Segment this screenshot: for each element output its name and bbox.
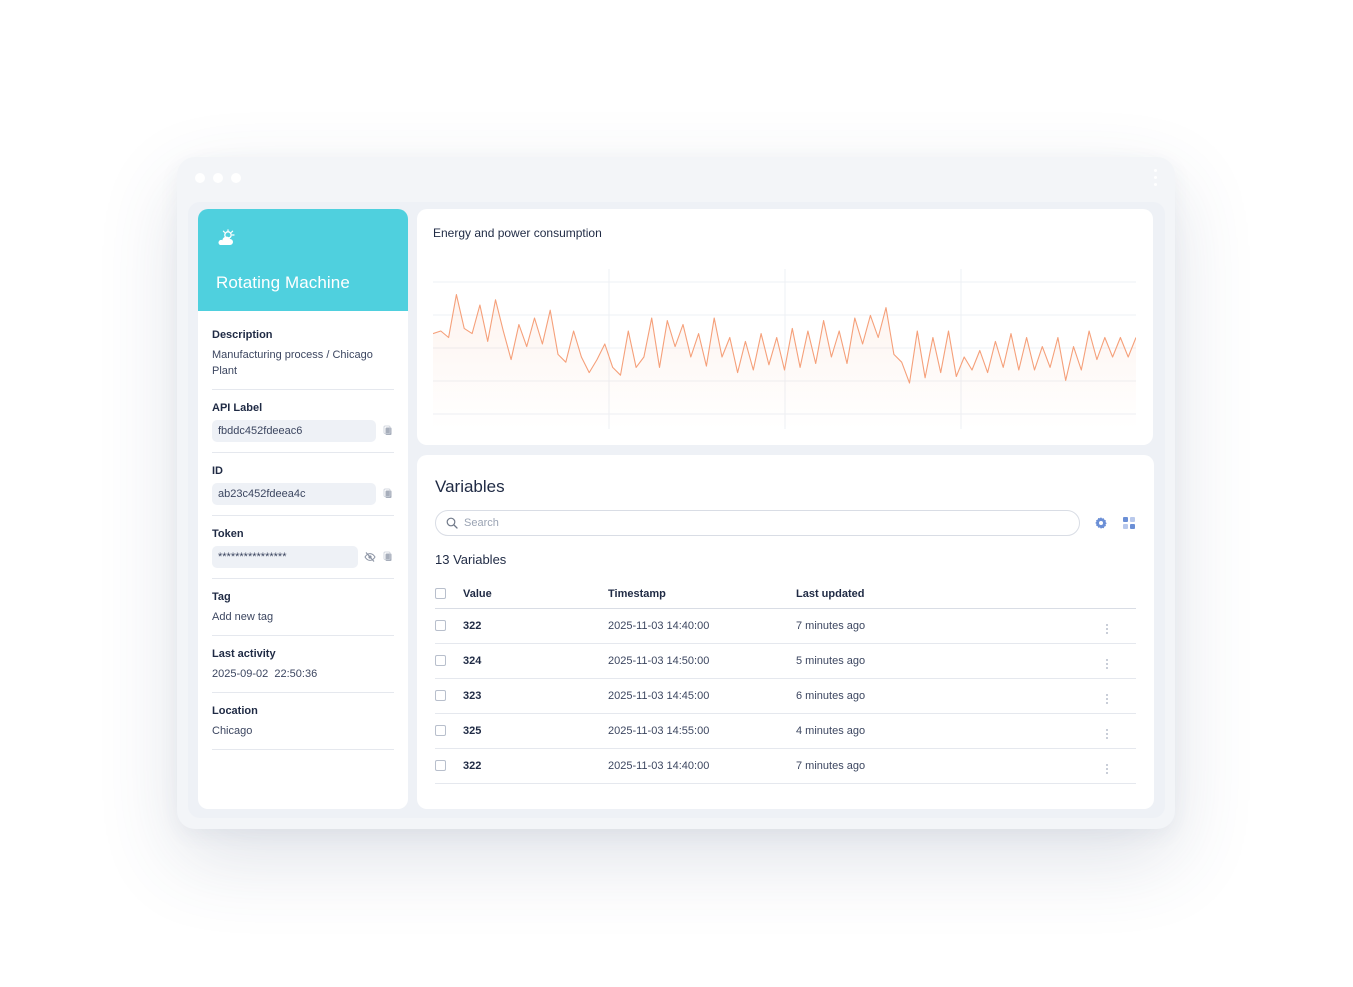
eye-off-icon[interactable] (364, 551, 376, 563)
last-activity-property: Last activity 2025-09-02 22:50:36 (212, 648, 394, 693)
row-checkbox[interactable] (435, 690, 446, 702)
chart-title: Energy and power consumption (433, 226, 602, 240)
search-input[interactable] (464, 517, 1064, 529)
table-row[interactable]: 323 2025-11-03 14:45:00 6 minutes ago (435, 678, 1136, 714)
row-checkbox[interactable] (435, 655, 446, 667)
id-property: ID ab23c452fdeea4c (212, 465, 394, 516)
location-value[interactable]: Chicago (212, 725, 253, 737)
more-icon[interactable] (1106, 624, 1108, 634)
row-checkbox[interactable] (435, 760, 446, 772)
variables-count: 13 Variables (435, 552, 507, 567)
variables-title: Variables (435, 477, 505, 496)
token-property: Token **************** (212, 528, 394, 579)
row-value: 324 (463, 643, 608, 679)
device-header: Rotating Machine (198, 209, 408, 311)
row-value: 322 (463, 748, 608, 784)
tag-property: Tag Add new tag (212, 591, 394, 636)
api-label-property: API Label fbddc452fdeeac6 (212, 402, 394, 453)
table-header-row: Value Timestamp Last updated (435, 580, 1136, 609)
copy-icon[interactable] (382, 425, 394, 437)
table-row[interactable]: 325 2025-11-03 14:55:00 4 minutes ago (435, 713, 1136, 749)
window-dot-icon[interactable] (213, 173, 223, 183)
row-last-updated: 7 minutes ago (796, 608, 1106, 644)
row-timestamp: 2025-11-03 14:45:00 (608, 678, 796, 714)
search-icon (446, 517, 458, 529)
device-title: Rotating Machine (216, 273, 350, 292)
description-label: Description (212, 329, 273, 341)
chart-card: Energy and power consumption (417, 209, 1153, 445)
column-header-timestamp[interactable]: Timestamp (608, 580, 796, 609)
more-icon[interactable] (1106, 764, 1108, 774)
location-property: Location Chicago (212, 705, 394, 750)
row-last-updated: 4 minutes ago (796, 713, 1106, 749)
row-timestamp: 2025-11-03 14:55:00 (608, 713, 796, 749)
copy-icon[interactable] (382, 488, 394, 500)
window-menu-icon[interactable] (1154, 169, 1157, 186)
token-field[interactable]: **************** (212, 546, 358, 568)
location-label: Location (212, 705, 258, 717)
device-card: Rotating Machine Description Manufacturi… (198, 209, 408, 809)
row-value: 323 (463, 678, 608, 714)
row-timestamp: 2025-11-03 14:40:00 (608, 748, 796, 784)
window-dot-icon[interactable] (231, 173, 241, 183)
gear-icon[interactable] (1094, 516, 1108, 530)
table-row[interactable]: 324 2025-11-03 14:50:00 5 minutes ago (435, 643, 1136, 679)
layout-icon[interactable] (1122, 516, 1136, 530)
api-label-label: API Label (212, 402, 263, 414)
column-header-last-updated[interactable]: Last updated (796, 580, 1106, 609)
tag-label: Tag (212, 591, 231, 603)
last-activity-label: Last activity (212, 648, 276, 660)
more-icon[interactable] (1106, 659, 1108, 669)
row-value: 325 (463, 713, 608, 749)
last-activity-value: 2025-09-02 22:50:36 (212, 668, 318, 680)
window-dot-icon[interactable] (195, 173, 205, 183)
chart-area (433, 294, 1136, 429)
row-timestamp: 2025-11-03 14:40:00 (608, 608, 796, 644)
row-checkbox[interactable] (435, 725, 446, 737)
copy-icon[interactable] (382, 551, 394, 563)
row-checkbox[interactable] (435, 620, 446, 632)
chart-series-line (433, 294, 1136, 384)
variables-card: Variables 13 Variables Value Timestamp L… (417, 455, 1154, 809)
id-field[interactable]: ab23c452fdeea4c (212, 483, 376, 505)
add-tag-link[interactable]: Add new tag (212, 611, 274, 623)
row-timestamp: 2025-11-03 14:50:00 (608, 643, 796, 679)
more-icon[interactable] (1106, 729, 1108, 739)
column-header-value[interactable]: Value (463, 580, 608, 609)
id-label: ID (212, 465, 223, 477)
row-last-updated: 6 minutes ago (796, 678, 1106, 714)
row-last-updated: 7 minutes ago (796, 748, 1106, 784)
variables-table: Value Timestamp Last updated 322 2025-11… (435, 580, 1136, 784)
select-all-checkbox[interactable] (435, 588, 446, 600)
cloud-sun-icon (218, 229, 235, 245)
more-icon[interactable] (1106, 694, 1108, 704)
table-row[interactable]: 322 2025-11-03 14:40:00 7 minutes ago (435, 748, 1136, 784)
search-bar[interactable] (435, 510, 1080, 536)
description-value[interactable]: Manufacturing process / Chicago Plant (212, 349, 373, 377)
token-label: Token (212, 528, 244, 540)
table-row[interactable]: 322 2025-11-03 14:40:00 7 minutes ago (435, 608, 1136, 644)
row-value: 322 (463, 608, 608, 644)
description-property: Description Manufacturing process / Chic… (212, 329, 394, 390)
api-label-field[interactable]: fbddc452fdeeac6 (212, 420, 376, 442)
window-controls (195, 173, 241, 183)
line-chart[interactable] (433, 269, 1136, 429)
row-last-updated: 5 minutes ago (796, 643, 1106, 679)
